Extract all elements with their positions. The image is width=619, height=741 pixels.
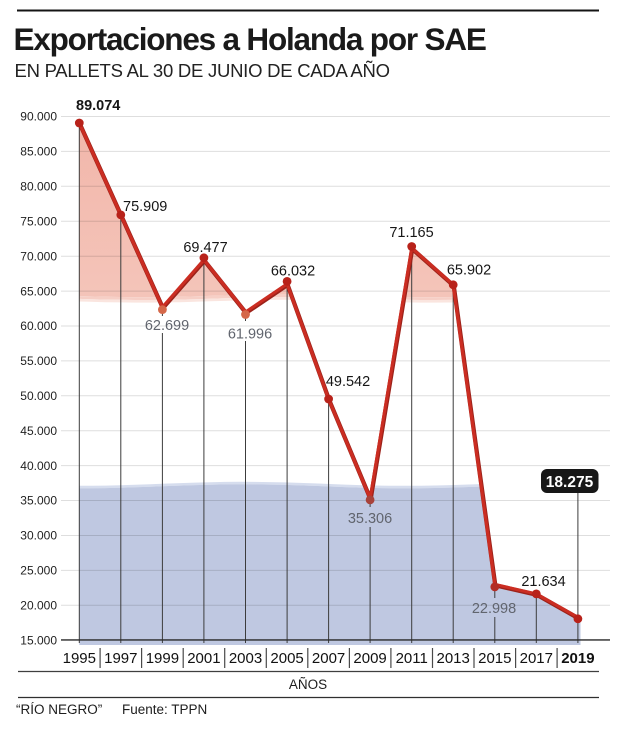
svg-text:61.996: 61.996 (228, 327, 272, 343)
svg-text:30.000: 30.000 (20, 529, 57, 543)
svg-text:75.909: 75.909 (123, 199, 167, 215)
svg-text:40.000: 40.000 (20, 459, 57, 473)
svg-text:80.000: 80.000 (20, 180, 57, 194)
svg-text:2011: 2011 (396, 650, 428, 667)
svg-text:15.000: 15.000 (20, 633, 57, 647)
svg-text:2013: 2013 (437, 650, 470, 667)
svg-text:45.000: 45.000 (20, 424, 57, 438)
svg-text:1997: 1997 (104, 650, 137, 667)
svg-text:65.902: 65.902 (447, 263, 491, 279)
svg-text:90.000: 90.000 (20, 110, 57, 124)
svg-text:2019: 2019 (561, 650, 594, 667)
svg-text:65.000: 65.000 (20, 284, 57, 298)
svg-text:AÑOS: AÑOS (289, 677, 327, 692)
svg-text:2015: 2015 (478, 650, 511, 667)
svg-text:Fuente: TPPN: Fuente: TPPN (122, 702, 207, 717)
svg-text:2001: 2001 (187, 650, 220, 667)
svg-text:EN PALLETS AL 30 DE JUNIO DE C: EN PALLETS AL 30 DE JUNIO DE CADA AÑO (15, 60, 390, 81)
svg-text:89.074: 89.074 (76, 98, 120, 114)
svg-text:60.000: 60.000 (20, 319, 57, 333)
svg-text:71.165: 71.165 (389, 225, 433, 241)
svg-text:1995: 1995 (63, 650, 96, 667)
svg-text:50.000: 50.000 (20, 389, 57, 403)
svg-text:1999: 1999 (146, 650, 179, 667)
svg-text:35.000: 35.000 (20, 494, 57, 508)
svg-text:21.634: 21.634 (521, 574, 565, 590)
svg-text:66.032: 66.032 (271, 264, 315, 280)
svg-text:20.000: 20.000 (20, 599, 57, 613)
svg-text:Exportaciones a Holanda por SA: Exportaciones a Holanda por SAE (14, 21, 486, 57)
svg-text:22.998: 22.998 (472, 601, 516, 617)
svg-text:49.542: 49.542 (326, 374, 370, 390)
svg-text:2017: 2017 (520, 650, 553, 667)
svg-text:69.477: 69.477 (183, 240, 227, 256)
svg-text:25.000: 25.000 (20, 564, 57, 578)
svg-text:75.000: 75.000 (20, 214, 57, 228)
svg-text:18.275: 18.275 (546, 474, 594, 491)
svg-text:2007: 2007 (312, 650, 345, 667)
svg-text:62.699: 62.699 (145, 318, 189, 334)
svg-text:55.000: 55.000 (20, 354, 57, 368)
svg-text:2009: 2009 (353, 650, 386, 667)
svg-text:2003: 2003 (229, 650, 262, 667)
svg-text:85.000: 85.000 (20, 145, 57, 159)
svg-text:35.306: 35.306 (348, 511, 392, 527)
svg-text:70.000: 70.000 (20, 249, 57, 263)
svg-text:2005: 2005 (270, 650, 303, 667)
svg-text:“RÍO NEGRO”: “RÍO NEGRO” (16, 702, 102, 717)
